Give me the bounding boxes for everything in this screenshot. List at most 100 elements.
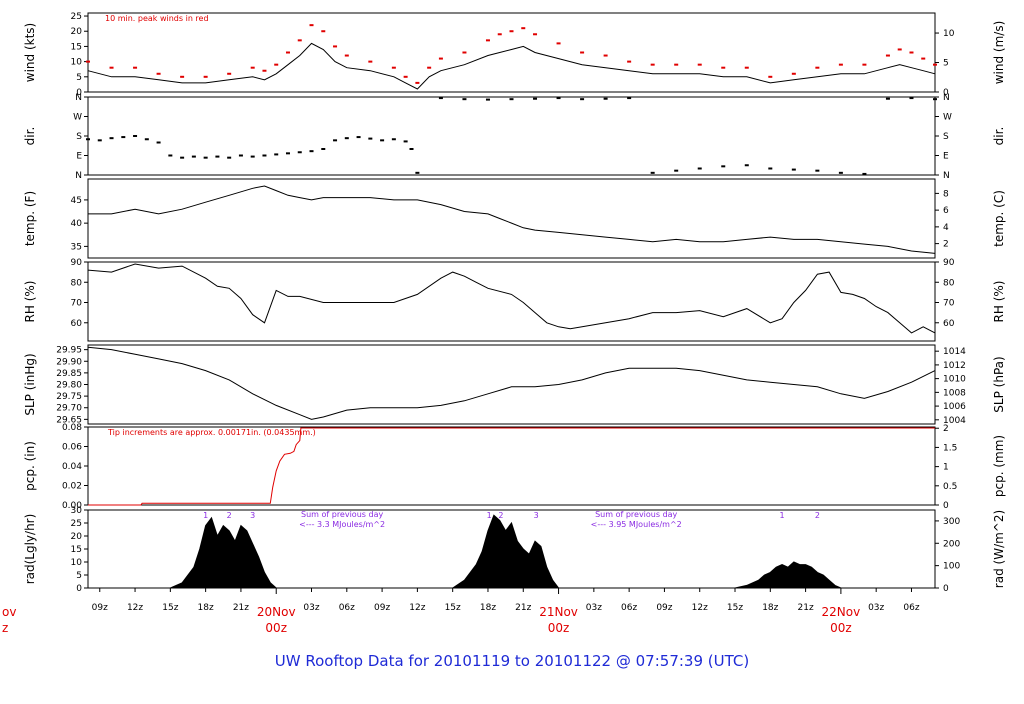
slp-right-tick-label: 1008 [943,388,966,398]
pcp-right-tick-label: 1 [943,463,949,473]
rh-right-tick-label: 80 [943,278,955,288]
rh-left-axis-label: RH (%) [23,281,37,323]
rh-left-tick-label: 70 [71,299,83,309]
temp-left-tick-label: 40 [71,219,83,229]
wind-peak-point [556,42,561,45]
wind-peak-point [203,75,208,78]
pcp-right-tick-label: 1.5 [943,443,957,453]
dir-direction-point [180,156,185,159]
rh-right-tick-label: 90 [943,258,955,268]
left-edge-hour-fragment: z [2,621,8,635]
time-tick-label: 18z [198,603,214,613]
wind-peak-point [533,33,538,36]
time-tick-label: 06z [621,603,637,613]
wind-peak-point [497,33,502,36]
dir-direction-point [86,138,90,141]
rad-daily-sum-annotation: Sum of previous day [595,510,677,519]
day-date-label: 21Nov [539,605,578,619]
rad-left-tick-label: 0 [76,584,82,594]
dir-direction-point [885,97,890,100]
dir-direction-point [697,167,702,170]
rad-radiation-area [451,514,560,589]
rad-right-tick-label: 300 [943,517,960,527]
dir-direction-point [380,139,385,142]
wind-peak-point [391,66,396,69]
pcp-left-tick-label: 0.02 [62,482,82,492]
wind-peak-point [156,72,161,75]
slp-left-tick-label: 29.65 [56,415,82,425]
time-tick-label: 06z [339,603,355,613]
wind-peak-point [627,60,632,63]
rad-left-tick-label: 30 [71,506,83,516]
wind-peak-point [933,63,937,66]
wind-peak-point [909,51,914,54]
dir-right-tick-label: N [943,171,950,181]
wind-left-tick-label: 0 [76,88,82,98]
time-tick-label: 21z [233,603,249,613]
rad-left-tick-label: 10 [71,558,83,568]
rad-radiation-area [734,561,842,589]
temp-right-tick-label: 2 [943,240,949,250]
dir-direction-point [768,167,773,170]
time-tick-label: 21z [515,603,531,613]
day-date-label: 20Nov [257,605,296,619]
rh-right-tick-label: 60 [943,319,955,329]
time-tick-label: 15z [727,603,743,613]
time-tick-label: 06z [903,603,919,613]
dir-direction-point [815,169,820,172]
wind-peak-point [697,63,702,66]
wind-right-tick-label: 5 [943,59,949,69]
dir-direction-point [791,168,796,171]
rh-left-tick-label: 60 [71,319,83,329]
time-tick-label: 18z [762,603,778,613]
rad-daily-sum-annotation: <--- 3.3 MJoules/m^2 [299,520,385,529]
day-hour-label: 00z [830,621,852,635]
dir-direction-point [403,140,408,143]
wind-right-axis-label: wind (m/s) [992,21,1006,85]
dir-direction-point [721,165,726,168]
dir-direction-point [650,171,655,174]
slp-right-tick-label: 1006 [943,402,966,412]
pcp-left-tick-label: 0.00 [62,501,82,511]
dir-direction-point [156,141,161,144]
temp-right-tick-label: 8 [943,189,949,199]
wind-peak-point [580,51,585,54]
wind-peak-point [415,81,420,84]
wind-peak-point [462,51,467,54]
time-tick-label: 21z [798,603,814,613]
wind-right-tick-label: 0 [943,88,949,98]
pcp-left-tick-label: 0.04 [62,462,82,472]
left-edge-date-fragment: ov [2,605,16,619]
slp-left-axis-label: SLP (inHg) [23,353,37,415]
dir-direction-point [333,139,338,142]
dir-direction-point [415,171,420,174]
wind-peak-point [897,48,902,51]
wind-panel: 0 5 10 15 20 25 0 5 10 wind (kts) wind (m/s) 10 min… [23,12,1006,98]
temp-left-axis-label: temp. (F) [23,191,37,246]
dir-direction-point [462,98,467,101]
dir-direction-point [321,148,326,150]
rad-left-tick-label: 25 [71,519,82,529]
rh-right-tick-label: 70 [943,299,955,309]
slp-sea-level-pressure-line [87,346,936,420]
dir-right-tick-label: E [943,152,949,162]
dir-direction-point [603,97,608,100]
rad-hour-marker: 2 [498,511,503,520]
rad-hour-marker: 2 [815,511,820,520]
time-tick-label: 15z [445,603,461,613]
wind-peak-point [321,30,326,33]
wind-peak-point [521,27,526,30]
wind-peak-point [368,60,373,63]
rh-left-tick-label: 90 [71,258,83,268]
dir-direction-point [250,155,255,158]
slp-right-tick-label: 1012 [943,361,966,371]
pcp-right-tick-label: 0 [943,501,949,511]
wind-peak-point [862,63,867,66]
dir-direction-point [191,155,196,158]
pcp-left-axis-label: pcp. (in) [23,441,37,491]
wind-peak-point [297,39,302,42]
wind-peak-point [262,69,267,72]
time-tick-label: 12z [409,603,425,613]
dir-left-tick-label: N [75,171,82,181]
